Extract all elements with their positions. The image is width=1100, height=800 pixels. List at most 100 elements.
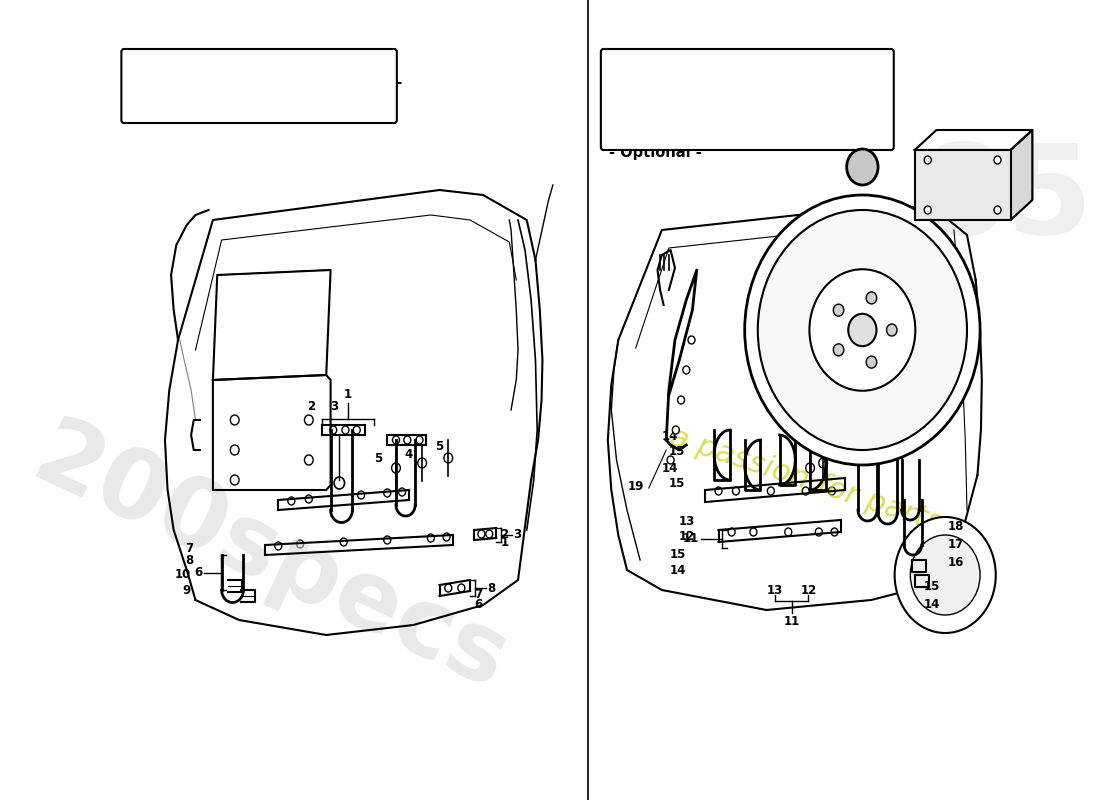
Circle shape: [924, 156, 932, 164]
Circle shape: [733, 487, 739, 495]
Text: 9: 9: [183, 583, 191, 597]
Text: 12: 12: [800, 584, 816, 597]
Circle shape: [994, 206, 1001, 214]
Circle shape: [340, 538, 348, 546]
Circle shape: [384, 536, 390, 544]
Text: 11: 11: [783, 615, 800, 628]
Circle shape: [275, 542, 282, 550]
Circle shape: [758, 210, 967, 450]
Text: 85: 85: [920, 139, 1093, 261]
Text: 17: 17: [948, 538, 964, 551]
Circle shape: [728, 528, 735, 536]
Text: 14: 14: [924, 598, 940, 611]
Circle shape: [398, 488, 406, 496]
Circle shape: [458, 584, 465, 592]
Circle shape: [745, 195, 980, 465]
Circle shape: [230, 445, 239, 455]
Circle shape: [750, 528, 757, 536]
Circle shape: [416, 436, 424, 444]
Text: 7: 7: [474, 589, 483, 602]
FancyBboxPatch shape: [601, 49, 894, 150]
Text: 5: 5: [374, 452, 383, 465]
Circle shape: [305, 455, 314, 465]
Circle shape: [818, 458, 827, 468]
Text: 14: 14: [661, 462, 678, 475]
Circle shape: [866, 356, 877, 368]
Circle shape: [683, 366, 690, 374]
Text: 16: 16: [847, 428, 864, 441]
Circle shape: [994, 156, 1001, 164]
Circle shape: [828, 487, 835, 495]
Circle shape: [392, 463, 400, 473]
Text: 15: 15: [669, 477, 685, 490]
Text: 11: 11: [683, 533, 700, 546]
Text: 2: 2: [500, 529, 508, 542]
Text: 16: 16: [948, 556, 965, 569]
Text: 3: 3: [514, 529, 521, 542]
Circle shape: [305, 415, 314, 425]
Text: 18: 18: [834, 428, 850, 441]
Bar: [915, 150, 1011, 220]
Circle shape: [848, 314, 877, 346]
Polygon shape: [1011, 130, 1033, 220]
Text: 19: 19: [627, 480, 644, 493]
Text: 5: 5: [436, 440, 443, 453]
Circle shape: [847, 149, 878, 185]
Text: 2: 2: [307, 401, 315, 414]
Text: 7: 7: [186, 542, 194, 554]
Circle shape: [887, 324, 896, 336]
Text: - Versione senza ruota di scorta -
- Without spare wheel version -: - Versione senza ruota di scorta - - Wit…: [129, 75, 403, 114]
Circle shape: [353, 426, 360, 434]
Text: 15: 15: [924, 580, 940, 593]
Text: 8: 8: [186, 554, 194, 566]
Circle shape: [894, 517, 996, 633]
Circle shape: [230, 415, 239, 425]
Circle shape: [672, 426, 680, 434]
Circle shape: [667, 456, 674, 464]
Circle shape: [444, 584, 452, 592]
Text: 1: 1: [500, 537, 508, 550]
Circle shape: [443, 533, 450, 541]
Text: 6: 6: [195, 566, 202, 579]
Circle shape: [342, 426, 349, 434]
Circle shape: [297, 540, 304, 548]
Text: 18: 18: [948, 520, 965, 533]
Circle shape: [802, 487, 810, 495]
Circle shape: [306, 495, 312, 503]
Text: 17: 17: [821, 428, 837, 441]
Text: 4: 4: [405, 448, 414, 461]
Circle shape: [678, 396, 684, 404]
Text: 13: 13: [679, 515, 695, 528]
Text: 12: 12: [679, 530, 695, 543]
Circle shape: [768, 487, 774, 495]
Circle shape: [784, 528, 792, 536]
Text: 13: 13: [767, 584, 783, 597]
Circle shape: [486, 530, 493, 538]
Circle shape: [444, 453, 452, 463]
Circle shape: [834, 344, 844, 356]
Circle shape: [230, 475, 239, 485]
Text: 14: 14: [661, 430, 678, 443]
Circle shape: [924, 206, 932, 214]
Text: 6: 6: [474, 598, 483, 610]
Circle shape: [288, 497, 295, 505]
Text: 3: 3: [331, 401, 339, 414]
Circle shape: [393, 436, 399, 444]
Text: 1: 1: [344, 388, 352, 401]
Circle shape: [834, 304, 844, 316]
Circle shape: [688, 336, 695, 344]
Circle shape: [334, 477, 344, 489]
Circle shape: [404, 436, 410, 444]
Circle shape: [830, 528, 838, 536]
Text: 10: 10: [175, 569, 191, 582]
Circle shape: [477, 530, 485, 538]
Circle shape: [805, 463, 814, 473]
Circle shape: [866, 292, 877, 304]
FancyBboxPatch shape: [121, 49, 397, 123]
Text: 15: 15: [669, 445, 685, 458]
Circle shape: [384, 489, 390, 497]
Text: - Versione con ruota di scorta -
- Optional -
- Spare wheel version -
- Optional: - Versione con ruota di scorta - - Optio…: [608, 75, 865, 160]
Circle shape: [428, 534, 435, 542]
Text: 14: 14: [670, 564, 686, 577]
Text: 8: 8: [487, 582, 496, 594]
